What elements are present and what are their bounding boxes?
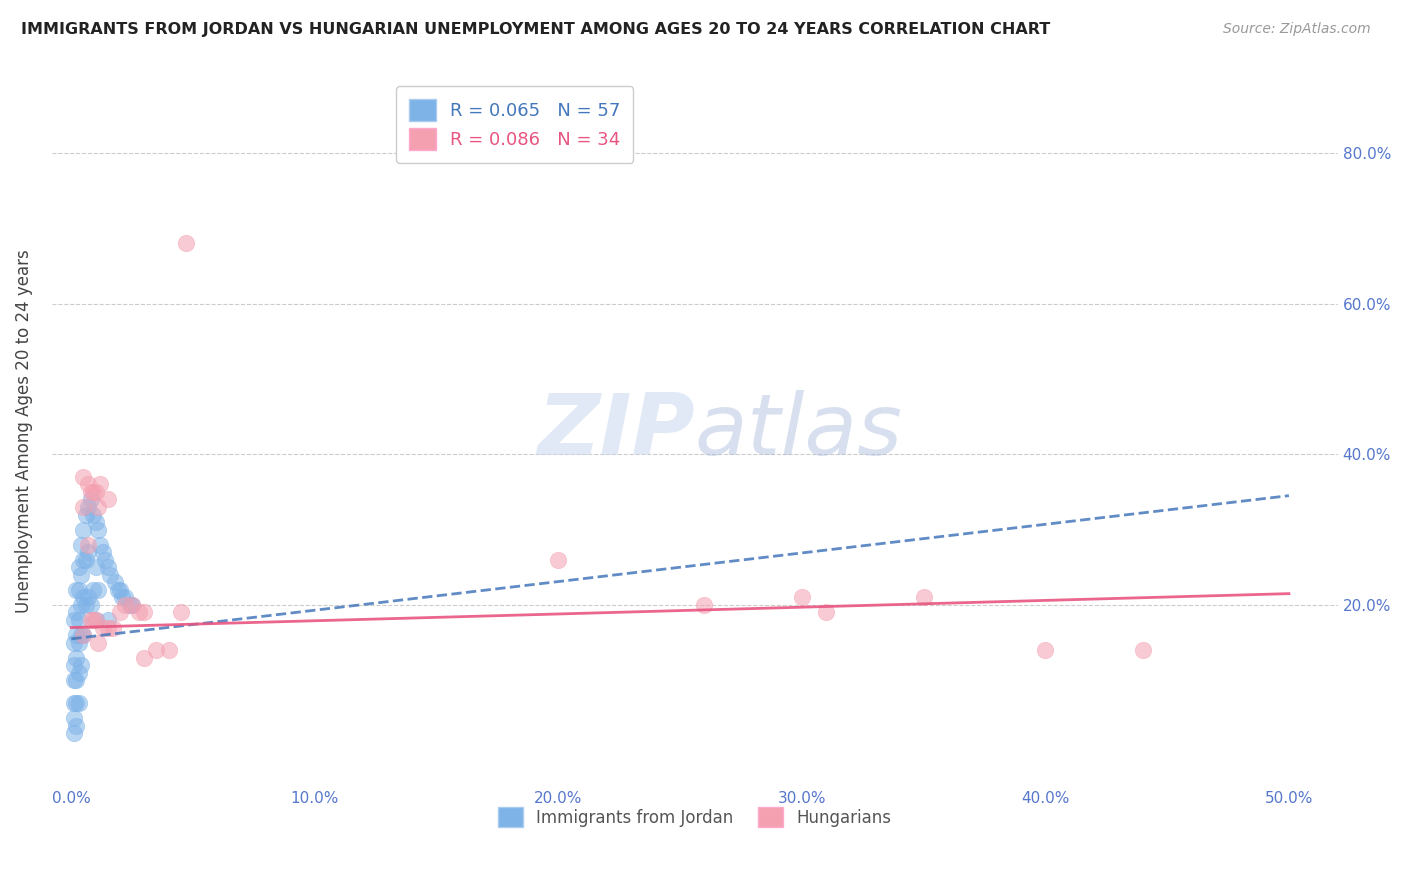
Point <box>84 613 107 627</box>
Point <box>62 726 84 740</box>
Point <box>693 598 716 612</box>
Point <box>77 500 100 514</box>
Text: atlas: atlas <box>695 390 903 473</box>
Point <box>65 606 87 620</box>
Point <box>80 484 103 499</box>
Point <box>174 236 197 251</box>
Point <box>157 643 180 657</box>
Point <box>80 598 103 612</box>
Point <box>89 477 111 491</box>
Point <box>67 696 90 710</box>
Point <box>75 508 97 522</box>
Point <box>80 492 103 507</box>
Legend: Immigrants from Jordan, Hungarians: Immigrants from Jordan, Hungarians <box>491 800 898 834</box>
Point <box>65 718 87 732</box>
Point <box>77 591 100 605</box>
Point <box>62 658 84 673</box>
Point <box>72 591 94 605</box>
Point <box>108 606 131 620</box>
Point <box>75 552 97 566</box>
Point <box>80 613 103 627</box>
Point <box>70 628 93 642</box>
Point <box>815 606 838 620</box>
Point <box>91 621 114 635</box>
Point <box>1035 643 1057 657</box>
Point <box>107 582 129 597</box>
Point <box>84 613 107 627</box>
Point <box>87 635 110 649</box>
Point <box>67 613 90 627</box>
Point <box>114 591 136 605</box>
Point <box>94 552 117 566</box>
Point <box>121 598 143 612</box>
Point <box>87 582 110 597</box>
Point <box>62 673 84 688</box>
Text: IMMIGRANTS FROM JORDAN VS HUNGARIAN UNEMPLOYMENT AMONG AGES 20 TO 24 YEARS CORRE: IMMIGRANTS FROM JORDAN VS HUNGARIAN UNEM… <box>21 22 1050 37</box>
Point <box>84 560 107 574</box>
Point <box>114 598 136 612</box>
Point <box>104 575 127 590</box>
Point <box>70 598 93 612</box>
Point <box>97 613 120 627</box>
Point <box>790 591 813 605</box>
Point <box>65 673 87 688</box>
Point <box>65 650 87 665</box>
Point <box>67 635 90 649</box>
Point <box>62 696 84 710</box>
Point <box>75 598 97 612</box>
Point <box>111 591 134 605</box>
Point <box>101 621 124 635</box>
Point <box>145 643 167 657</box>
Y-axis label: Unemployment Among Ages 20 to 24 years: Unemployment Among Ages 20 to 24 years <box>15 250 32 614</box>
Point <box>98 567 121 582</box>
Point <box>128 606 150 620</box>
Point <box>84 484 107 499</box>
Text: Source: ZipAtlas.com: Source: ZipAtlas.com <box>1223 22 1371 37</box>
Point <box>87 523 110 537</box>
Point <box>108 582 131 597</box>
Point <box>72 628 94 642</box>
Point <box>62 711 84 725</box>
Point <box>82 613 104 627</box>
Point <box>118 598 141 612</box>
Point <box>67 582 90 597</box>
Point <box>72 523 94 537</box>
Point <box>65 582 87 597</box>
Point <box>89 538 111 552</box>
Point <box>72 500 94 514</box>
Point <box>134 650 156 665</box>
Point <box>67 560 90 574</box>
Point <box>77 477 100 491</box>
Point <box>77 538 100 552</box>
Point <box>65 628 87 642</box>
Point <box>97 560 120 574</box>
Point <box>70 538 93 552</box>
Point <box>87 500 110 514</box>
Text: ZIP: ZIP <box>537 390 695 473</box>
Point <box>91 545 114 559</box>
Point <box>72 628 94 642</box>
Point <box>70 658 93 673</box>
Point <box>70 567 93 582</box>
Point <box>912 591 935 605</box>
Point <box>62 635 84 649</box>
Point <box>97 621 120 635</box>
Point <box>72 470 94 484</box>
Point <box>67 665 90 680</box>
Point <box>82 484 104 499</box>
Point <box>97 492 120 507</box>
Point <box>72 552 94 566</box>
Point <box>84 515 107 529</box>
Point <box>82 582 104 597</box>
Point <box>1132 643 1154 657</box>
Point <box>77 545 100 559</box>
Point <box>547 552 569 566</box>
Point <box>82 508 104 522</box>
Point <box>134 606 156 620</box>
Point <box>65 696 87 710</box>
Point <box>170 606 193 620</box>
Point <box>121 598 143 612</box>
Point <box>62 613 84 627</box>
